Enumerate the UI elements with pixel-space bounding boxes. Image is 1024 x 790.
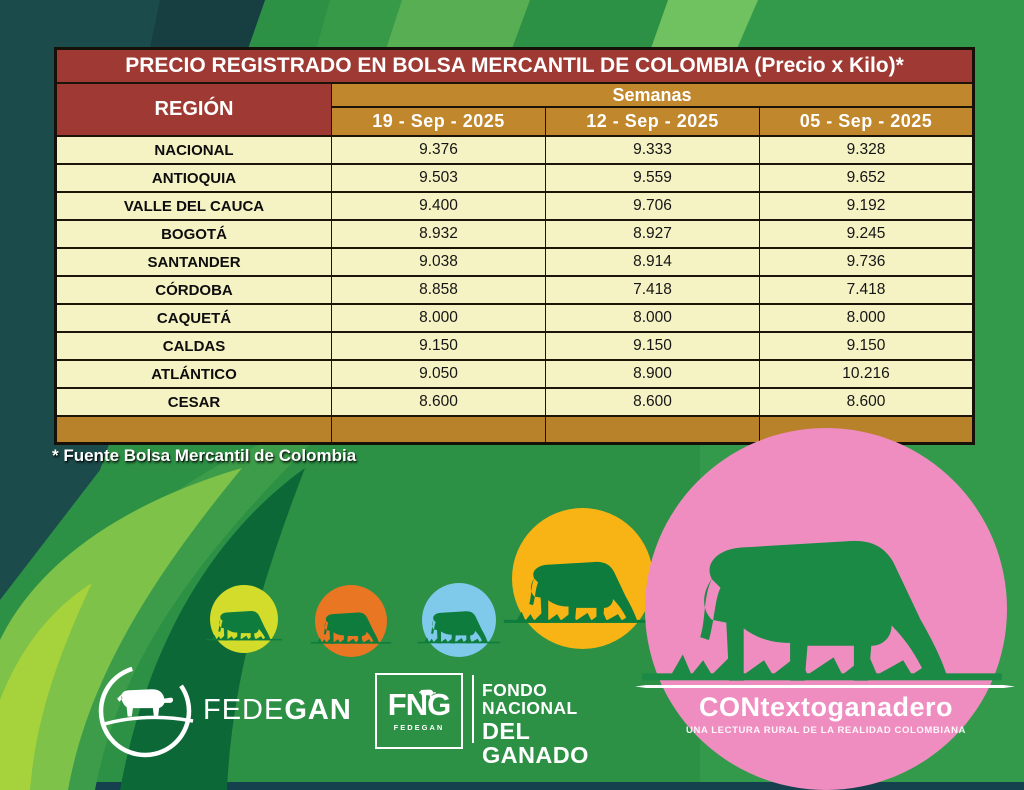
table-row: CAQUETÁ 8.000 8.000 8.000 [55,303,974,333]
price-cell: 9.150 [759,331,974,361]
table-row: SANTANDER 9.038 8.914 9.736 [55,247,974,277]
contextoganadero-logo: CONtextoganadero UNA LECTURA RURAL DE LA… [635,428,1015,790]
table-row: ATLÁNTICO 9.050 8.900 10.216 [55,359,974,389]
region-cell: CESAR [55,387,332,417]
contexto-wordmark: CONtextoganadero [698,692,954,722]
price-table-body: NACIONAL 9.376 9.333 9.328 ANTIOQUIA 9.503 9.5… [55,135,974,417]
cow-grazing-icon [206,610,282,641]
price-table: PRECIO REGISTRADO EN BOLSA MERCANTIL DE … [54,47,975,445]
lime-cow-circle [206,585,282,653]
source-footnote: * Fuente Bolsa Mercantil de Colombia [52,446,357,465]
cow-grazing-icon [310,612,392,644]
footer-cell [55,415,332,444]
price-cell: 9.376 [331,135,546,165]
weeks-group-row: REGIÓN Semanas [55,82,974,137]
price-cell: 8.932 [331,219,546,249]
price-cell: 9.192 [759,191,974,221]
cow-standing-icon [418,689,436,698]
table-row: CALDAS 9.150 9.150 9.150 [55,331,974,361]
week-column-header-2: 12 - Sep - 2025 [545,106,760,137]
contexto-tagline: UNA LECTURA RURAL DE LA REALIDAD COLOMBI… [686,725,966,736]
region-cell: CÓRDOBA [55,275,332,305]
price-cell: 9.328 [759,135,974,165]
table-title-row: PRECIO REGISTRADO EN BOLSA MERCANTIL DE … [55,48,974,84]
price-cell: 7.418 [545,275,760,305]
fedegan-logo: FEDEGAN [95,661,351,763]
fng-acronym: FNG [387,687,451,722]
footer-cell [545,415,760,444]
cow-grazing-icon [503,561,662,624]
region-cell: CALDAS [55,331,332,361]
price-cell: 8.600 [545,387,760,417]
fng-name-line2: DEL GANADO [482,718,589,768]
price-cell: 9.038 [331,247,546,277]
table-row: BOGOTÁ 8.932 8.927 9.245 [55,219,974,249]
blue-cow-circle [417,583,501,657]
price-cell: 8.000 [545,303,760,333]
fng-name-line1: FONDO NACIONAL [482,680,578,718]
table-row: NACIONAL 9.376 9.333 9.328 [55,135,974,165]
fng-divider-line [472,675,474,743]
fedegan-wordmark-light: FEDE [203,694,285,726]
footer-cell [331,415,546,444]
cow-standing-icon [117,689,174,717]
week-column-header-1: 19 - Sep - 2025 [331,106,546,137]
week-dates-row: 19 - Sep - 2025 12 - Sep - 2025 05 - Sep… [55,106,974,137]
cow-grazing-icon [417,611,501,644]
price-cell: 9.150 [331,331,546,361]
yellow-cow-circle [503,508,662,649]
region-cell: ATLÁNTICO [55,359,332,389]
price-cell: 9.503 [331,163,546,193]
price-cell: 9.400 [331,191,546,221]
fng-subtitle: FEDEGAN [393,723,445,732]
fng-name-block: FONDO NACIONAL DEL GANADO [482,680,625,768]
price-cell: 10.216 [759,359,974,389]
fedegan-wordmark: FEDEGAN [203,694,352,727]
price-cell: 8.858 [331,275,546,305]
price-cell: 9.736 [759,247,974,277]
fng-logo: FNG FEDEGAN FONDO NACIONAL DEL GANADO [375,673,625,766]
price-cell: 8.000 [759,303,974,333]
price-cell: 9.245 [759,219,974,249]
region-column-header: REGIÓN [55,82,332,137]
price-cell: 8.000 [331,303,546,333]
price-cell: 7.418 [759,275,974,305]
table-row: CESAR 8.600 8.600 8.600 [55,387,974,417]
orange-cow-circle [310,585,392,657]
region-cell: ANTIOQUIA [55,163,332,193]
price-cell: 8.900 [545,359,760,389]
price-cell: 9.706 [545,191,760,221]
table-title: PRECIO REGISTRADO EN BOLSA MERCANTIL DE … [55,48,974,84]
fedegan-wordmark-bold: GAN [284,694,352,726]
price-cell: 9.333 [545,135,760,165]
table-row: CÓRDOBA 8.858 7.418 7.418 [55,275,974,305]
region-cell: CAQUETÁ [55,303,332,333]
fedegan-circle-icon [98,664,194,758]
week-column-header-3: 05 - Sep - 2025 [759,106,974,137]
region-cell: BOGOTÁ [55,219,332,249]
weeks-group-header: Semanas [331,82,974,108]
price-cell: 9.559 [545,163,760,193]
price-cell: 8.927 [545,219,760,249]
contexto-divider-line [635,685,1015,688]
price-cell: 9.150 [545,331,760,361]
region-cell: SANTANDER [55,247,332,277]
price-cell: 8.600 [331,387,546,417]
table-row: VALLE DEL CAUCA 9.400 9.706 9.192 [55,191,974,221]
price-cell: 9.652 [759,163,974,193]
fng-box: FNG FEDEGAN [375,673,463,749]
price-cell: 8.914 [545,247,760,277]
table-row: ANTIOQUIA 9.503 9.559 9.652 [55,163,974,193]
price-cell: 8.600 [759,387,974,417]
price-cell: 9.050 [331,359,546,389]
region-cell: VALLE DEL CAUCA [55,191,332,221]
region-cell: NACIONAL [55,135,332,165]
